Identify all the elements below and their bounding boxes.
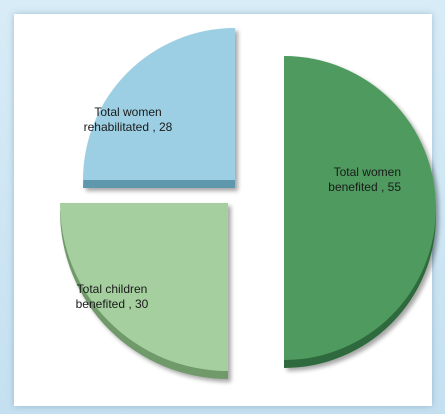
pie-slice-face [83,28,235,180]
slice-data-label: Total children benefited , 30 [76,282,149,311]
pie-slice-1 [284,56,436,368]
slice-label-line2: benefited , 30 [76,297,149,311]
pie-slice-3 [83,28,235,188]
slice-label-line1: Total women [334,165,401,179]
pie-slice-face [60,203,228,371]
slice-label-line1: Total children [77,282,148,296]
slice-data-label: Total women rehabilitated , 28 [84,105,173,134]
pie-slice-face [284,56,436,360]
slice-label-line2: benefited , 55 [328,180,401,194]
slice-data-label: Total women benefited , 55 [328,165,401,194]
slice-label-line1: Total women [94,105,161,119]
slice-label-line2: rehabilitated , 28 [84,120,173,134]
pie-slice-2 [60,203,228,379]
